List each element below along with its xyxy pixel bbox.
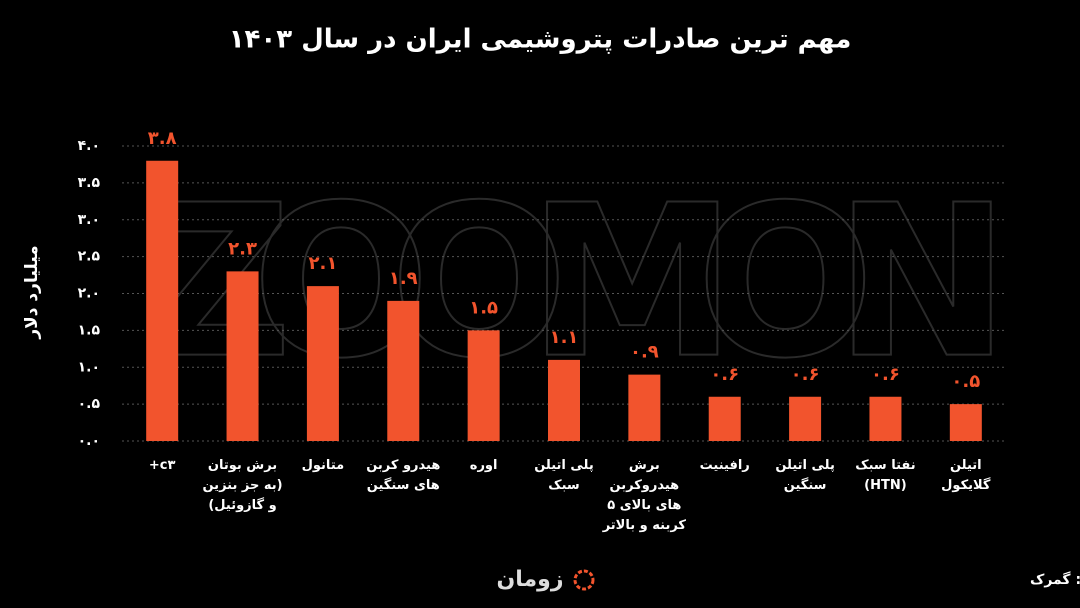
bar	[467, 330, 500, 441]
bar	[387, 300, 420, 441]
y-axis-label: میلیارد دلار	[22, 245, 42, 339]
chart-title: مهم ترین صادرات پتروشیمی ایران در سال ۱۴…	[229, 25, 852, 55]
value-label: ۰.۶	[710, 364, 739, 385]
y-tick-label: ۲.۵	[78, 249, 101, 265]
x-tick-label: برش هیدروکربن های بالای ۵ کربنه و بالاتر	[602, 458, 686, 533]
y-tick-label: ۳.۰	[78, 212, 100, 228]
x-tick-label: پلی اتیلن سنگین	[775, 458, 835, 493]
value-label: ۰.۹	[630, 342, 659, 363]
y-tick-label: ۱.۵	[78, 322, 101, 338]
x-tick-label: اتیلن گلایکول	[941, 458, 991, 493]
x-tick-label: نفتا سبک (HTN)	[855, 458, 916, 493]
x-tick-label: برش بوتان (به جز بنزین و گازوئیل)	[202, 458, 283, 513]
value-label: ۰.۵	[951, 371, 980, 392]
logo-icon	[573, 569, 595, 591]
value-label: ۳.۸	[148, 128, 177, 149]
x-tick-label: رافینیت	[699, 458, 750, 473]
y-tick-label: ۴.۰	[78, 138, 100, 154]
y-tick-label: ۳.۵	[78, 175, 101, 191]
logo-text: زومان	[497, 567, 564, 592]
bar	[949, 404, 982, 441]
value-label: ۲.۱	[309, 253, 338, 274]
bar	[226, 271, 259, 441]
value-label: ۱.۹	[389, 268, 418, 289]
x-tick-label: پلی اتیلن سبک	[534, 458, 594, 493]
value-label: ۱.۱	[550, 327, 579, 348]
y-tick-label: ۰.۵	[78, 396, 101, 412]
y-tick-label: ۰.۰	[78, 433, 100, 449]
value-label: ۰.۶	[791, 364, 820, 385]
bar	[708, 396, 741, 441]
x-tick-label: c۳+	[148, 458, 176, 473]
y-tick-label: ۲.۰	[78, 286, 100, 302]
bar	[628, 374, 661, 441]
value-label: ۰.۶	[871, 364, 900, 385]
x-tick-label: متانول	[301, 458, 345, 473]
bar	[869, 396, 902, 441]
bar	[789, 396, 822, 441]
x-tick-label: اوره	[469, 458, 498, 473]
value-label: ۱.۵	[469, 297, 498, 318]
x-tick-label: هیدرو کربن های سنگین	[366, 458, 441, 493]
bar	[146, 160, 179, 441]
y-tick-label: ۱.۰	[78, 359, 100, 375]
value-label: ۲.۳	[228, 238, 257, 259]
source: منبع: گمرک	[1030, 571, 1080, 588]
bar	[306, 286, 339, 441]
bar	[548, 359, 580, 441]
